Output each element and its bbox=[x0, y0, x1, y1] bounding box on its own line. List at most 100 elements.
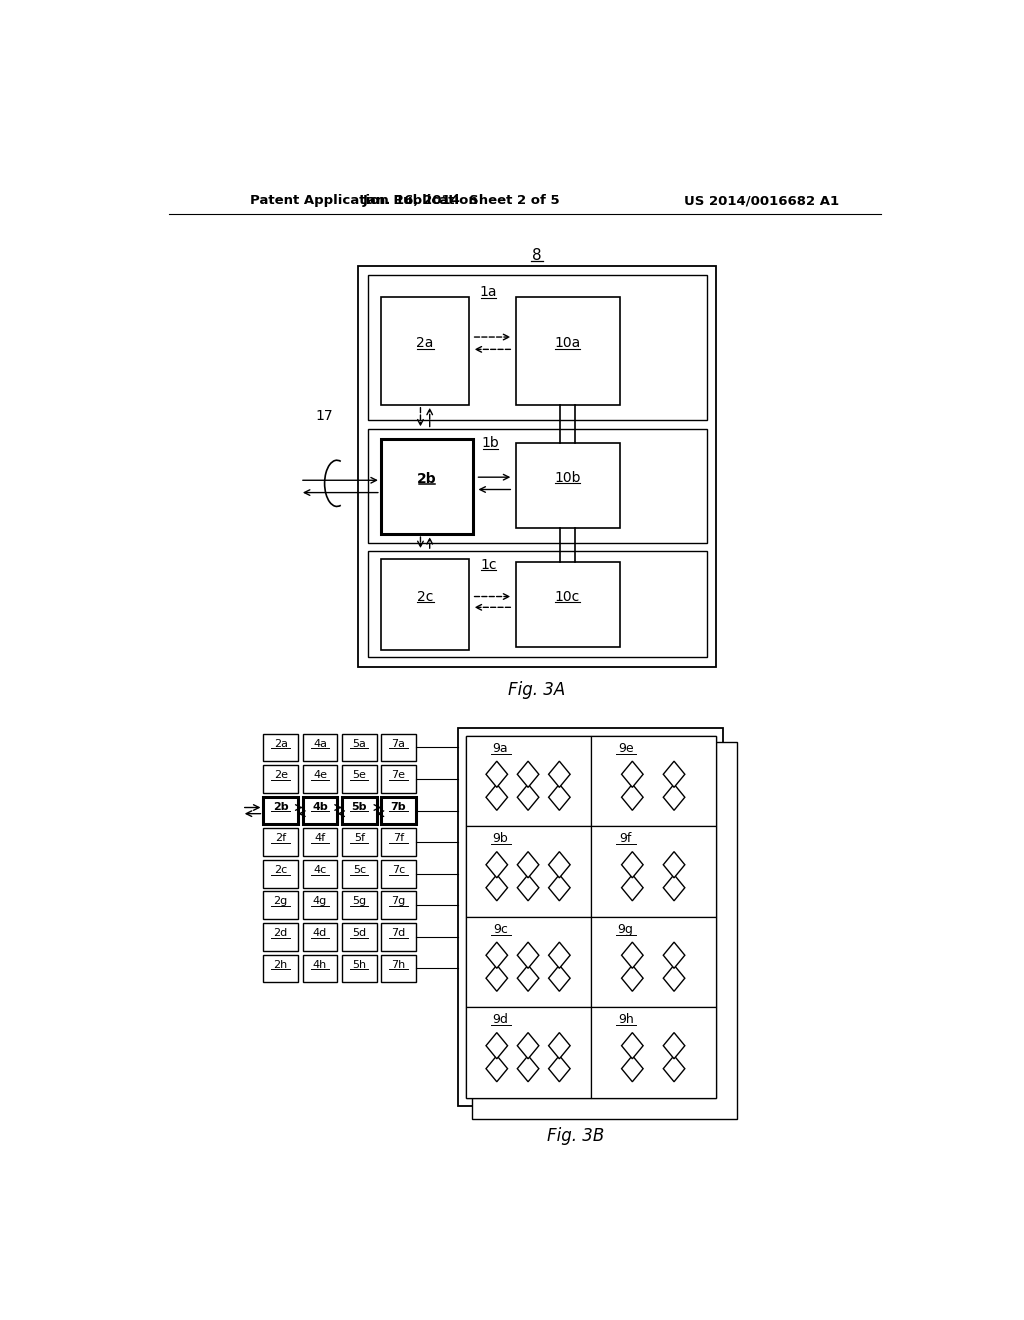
Text: 2c: 2c bbox=[274, 865, 288, 875]
Bar bbox=[263, 891, 298, 919]
Text: Fig. 3B: Fig. 3B bbox=[547, 1127, 604, 1146]
Bar bbox=[368, 429, 707, 544]
Bar bbox=[342, 734, 377, 762]
Polygon shape bbox=[517, 1032, 539, 1059]
Text: 9g: 9g bbox=[617, 923, 634, 936]
Bar bbox=[263, 923, 298, 950]
Bar bbox=[342, 954, 377, 982]
Text: 4f: 4f bbox=[314, 833, 326, 843]
Text: 4g: 4g bbox=[313, 896, 327, 907]
Polygon shape bbox=[486, 1032, 508, 1059]
Polygon shape bbox=[622, 1032, 643, 1059]
Text: 9b: 9b bbox=[493, 832, 509, 845]
Text: Patent Application Publication: Patent Application Publication bbox=[250, 194, 477, 207]
Polygon shape bbox=[664, 851, 685, 878]
Polygon shape bbox=[549, 1056, 570, 1082]
Bar bbox=[466, 826, 591, 917]
Polygon shape bbox=[664, 965, 685, 991]
Bar bbox=[357, 267, 716, 667]
Bar bbox=[342, 891, 377, 919]
Bar bbox=[303, 891, 337, 919]
Text: 4e: 4e bbox=[313, 770, 327, 780]
Text: 7b: 7b bbox=[391, 801, 407, 812]
Bar bbox=[591, 1007, 716, 1098]
Bar bbox=[263, 766, 298, 793]
Bar bbox=[472, 742, 737, 1119]
Text: 5e: 5e bbox=[352, 770, 367, 780]
Text: 7a: 7a bbox=[391, 739, 406, 748]
Text: 9f: 9f bbox=[620, 832, 632, 845]
Polygon shape bbox=[664, 875, 685, 900]
Text: 4h: 4h bbox=[313, 960, 327, 970]
Text: 2h: 2h bbox=[273, 960, 288, 970]
Bar bbox=[342, 797, 377, 825]
Bar bbox=[303, 829, 337, 857]
Polygon shape bbox=[486, 965, 508, 991]
Bar bbox=[466, 917, 591, 1007]
Polygon shape bbox=[486, 851, 508, 878]
Text: 4b: 4b bbox=[312, 801, 328, 812]
Bar bbox=[466, 1007, 591, 1098]
Bar bbox=[515, 297, 620, 405]
Bar bbox=[515, 444, 620, 528]
Text: 4c: 4c bbox=[313, 865, 327, 875]
Text: 10c: 10c bbox=[555, 590, 581, 603]
Bar bbox=[381, 438, 473, 535]
Bar bbox=[368, 552, 707, 657]
Polygon shape bbox=[517, 762, 539, 787]
Text: 8: 8 bbox=[531, 248, 542, 263]
Bar bbox=[381, 829, 416, 857]
Text: 9d: 9d bbox=[493, 1014, 509, 1026]
Text: 9h: 9h bbox=[617, 1014, 634, 1026]
Bar bbox=[263, 829, 298, 857]
Bar bbox=[458, 729, 724, 1106]
Bar bbox=[381, 891, 416, 919]
Text: US 2014/0016682 A1: US 2014/0016682 A1 bbox=[684, 194, 840, 207]
Bar bbox=[381, 923, 416, 950]
Text: 17: 17 bbox=[315, 409, 334, 422]
Text: 7g: 7g bbox=[391, 896, 406, 907]
Polygon shape bbox=[622, 942, 643, 969]
Text: 2e: 2e bbox=[273, 770, 288, 780]
Text: 2g: 2g bbox=[273, 896, 288, 907]
Polygon shape bbox=[622, 851, 643, 878]
Bar bbox=[303, 923, 337, 950]
Polygon shape bbox=[517, 942, 539, 969]
Text: Jan. 16, 2014  Sheet 2 of 5: Jan. 16, 2014 Sheet 2 of 5 bbox=[362, 194, 560, 207]
Polygon shape bbox=[549, 875, 570, 900]
Bar bbox=[381, 797, 416, 825]
Bar bbox=[466, 737, 716, 1098]
Text: 2c: 2c bbox=[417, 590, 433, 603]
Polygon shape bbox=[664, 784, 685, 810]
Text: Fig. 3A: Fig. 3A bbox=[508, 681, 565, 698]
Text: 9c: 9c bbox=[494, 923, 508, 936]
Text: 1a: 1a bbox=[480, 285, 498, 300]
Text: 2b: 2b bbox=[273, 801, 289, 812]
Bar bbox=[381, 766, 416, 793]
Polygon shape bbox=[622, 875, 643, 900]
Polygon shape bbox=[517, 851, 539, 878]
Polygon shape bbox=[664, 762, 685, 787]
Text: 2a: 2a bbox=[417, 337, 434, 350]
Bar bbox=[303, 797, 337, 825]
Bar bbox=[368, 276, 707, 420]
Polygon shape bbox=[549, 965, 570, 991]
Bar bbox=[591, 917, 716, 1007]
Bar bbox=[381, 859, 416, 887]
Text: 5g: 5g bbox=[352, 896, 367, 907]
Polygon shape bbox=[486, 1056, 508, 1082]
Bar bbox=[303, 734, 337, 762]
Bar bbox=[591, 737, 716, 826]
Polygon shape bbox=[486, 762, 508, 787]
Text: 7e: 7e bbox=[391, 770, 406, 780]
Bar bbox=[342, 859, 377, 887]
Text: 7c: 7c bbox=[392, 865, 406, 875]
Bar bbox=[263, 859, 298, 887]
Text: 5a: 5a bbox=[352, 739, 367, 748]
Text: 1b: 1b bbox=[481, 437, 500, 450]
Polygon shape bbox=[517, 875, 539, 900]
Text: 5b: 5b bbox=[351, 801, 367, 812]
Bar bbox=[515, 562, 620, 647]
Bar bbox=[263, 734, 298, 762]
Polygon shape bbox=[549, 851, 570, 878]
